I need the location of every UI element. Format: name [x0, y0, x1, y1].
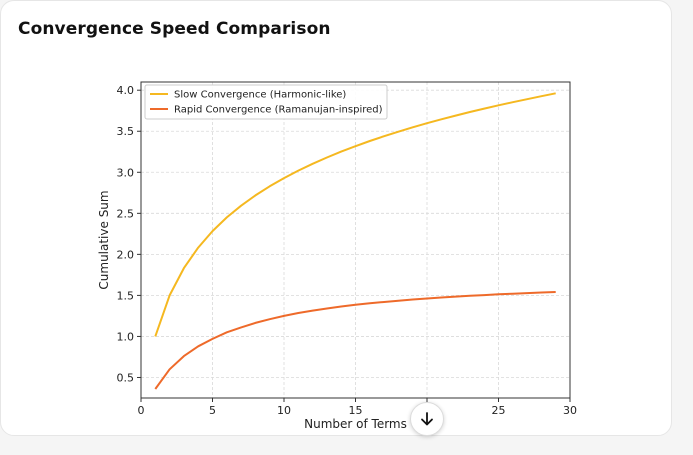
scroll-down-button[interactable] — [410, 402, 444, 436]
x-tick-label: 5 — [209, 404, 216, 417]
y-tick-label: 4.0 — [117, 84, 135, 97]
card-title: Convergence Speed Comparison — [18, 19, 331, 39]
chart-card: Convergence Speed Comparison — [0, 0, 672, 436]
legend-box — [144, 84, 388, 120]
x-tick-label: 30 — [563, 404, 577, 417]
y-tick-label: 2.0 — [117, 248, 135, 261]
x-axis-label: Number of Terms — [304, 417, 407, 431]
y-tick-label: 1.5 — [117, 289, 135, 302]
x-axis-ticks: 051015202530 — [138, 398, 577, 417]
series-line-rapid — [154, 291, 556, 390]
y-tick-label: 1.0 — [117, 330, 135, 343]
y-axis-label: Cumulative Sum — [97, 190, 111, 289]
y-tick-label: 0.5 — [117, 371, 135, 384]
legend-entry-rapid: Rapid Convergence (Ramanujan-inspired) — [174, 105, 383, 116]
arrow-down-icon — [421, 412, 433, 426]
legend: Slow Convergence (Harmonic-like) Rapid C… — [144, 84, 388, 120]
series-line-slow — [154, 92, 556, 337]
series-lines — [154, 92, 556, 390]
x-tick-label: 15 — [349, 404, 363, 417]
legend-entry-slow: Slow Convergence (Harmonic-like) — [174, 90, 346, 101]
x-tick-label: 25 — [492, 404, 506, 417]
y-axis-ticks: 0.5 1.0 1.5 2.0 2.5 3.0 3.5 4.0 — [117, 84, 141, 384]
x-tick-label: 10 — [277, 404, 291, 417]
y-tick-label: 3.0 — [117, 166, 135, 179]
y-tick-label: 3.5 — [117, 125, 135, 138]
x-tick-label: 0 — [138, 404, 145, 417]
y-tick-label: 2.5 — [117, 207, 135, 220]
